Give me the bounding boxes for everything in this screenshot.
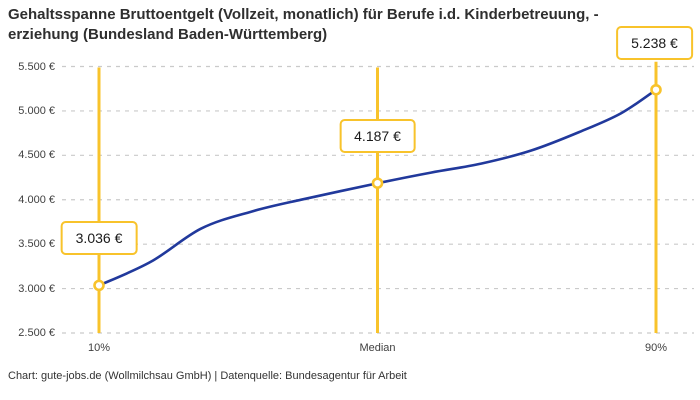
chart-title-line-2: erziehung (Bundesland Baden-Württemberg) <box>8 26 328 43</box>
y-axis-tick-label: 3.500 € <box>18 238 55 251</box>
data-point-marker-90% <box>650 83 662 96</box>
x-axis-label-10pct: 10% <box>87 342 111 354</box>
y-axis-tick-label: 4.000 € <box>18 193 55 206</box>
y-axis-tick-label: 3.000 € <box>18 282 55 295</box>
x-axis-label-90pct: 90% <box>644 342 668 354</box>
y-axis-tick-label: 2.500 € <box>18 327 55 339</box>
x-axis-label-median: Median <box>359 342 396 354</box>
data-point-marker-10% <box>93 279 105 292</box>
y-axis-tick-label: 5.500 € <box>18 60 55 73</box>
y-axis-tick-label: 5.000 € <box>18 104 55 117</box>
value-label-10pct: 3.036 € <box>60 221 138 256</box>
y-axis-tick-label: 4.500 € <box>18 149 55 162</box>
chart-title-line-1: Gehaltsspanne Bruttoentgelt (Vollzeit, m… <box>8 6 599 23</box>
value-label-median: 4.187 € <box>339 119 416 154</box>
credit-line: Chart: gute-jobs.de (Wollmilchsau GmbH) … <box>8 370 407 382</box>
salary-curve <box>97 88 658 287</box>
chart-title: Gehaltsspanne Bruttoentgelt (Vollzeit, m… <box>8 5 668 45</box>
value-label-90pct: 5.238 € <box>616 25 693 60</box>
data-point-marker-median <box>371 177 384 189</box>
